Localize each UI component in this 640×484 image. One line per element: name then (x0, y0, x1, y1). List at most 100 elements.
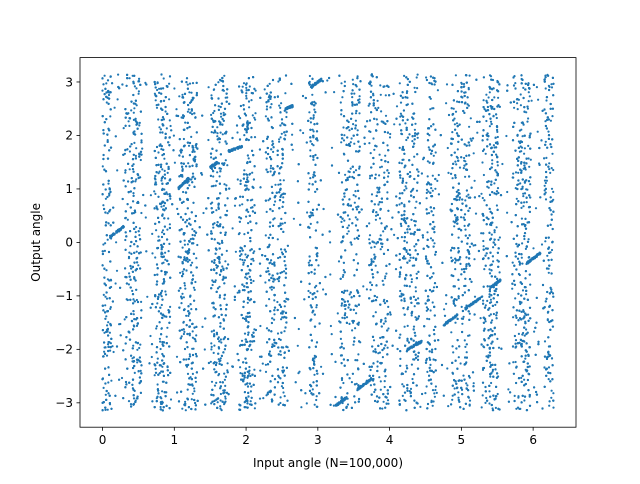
data-point (279, 353, 282, 356)
data-point (460, 82, 463, 85)
data-point (162, 77, 165, 80)
data-point (218, 372, 221, 376)
data-point (181, 246, 184, 249)
data-point (493, 96, 496, 99)
data-point (429, 97, 432, 100)
data-point (453, 123, 456, 126)
data-point (180, 335, 183, 338)
data-point (472, 382, 475, 385)
data-point (514, 360, 517, 364)
data-point (165, 127, 168, 130)
data-point (223, 74, 226, 77)
data-point (237, 115, 240, 118)
data-point (389, 311, 392, 314)
data-point (211, 201, 214, 204)
data-point (213, 333, 216, 336)
data-point (297, 372, 300, 375)
data-point (270, 103, 273, 106)
data-point (479, 317, 482, 320)
data-point (358, 173, 361, 177)
data-point (140, 300, 143, 303)
data-point (522, 86, 525, 89)
data-point (488, 91, 491, 94)
data-point (550, 83, 553, 86)
data-point (218, 141, 221, 144)
data-point (241, 317, 245, 320)
data-point (481, 196, 484, 200)
data-point (403, 325, 406, 328)
data-point (245, 86, 248, 89)
data-point (433, 395, 436, 398)
data-point (387, 305, 390, 308)
data-point (368, 222, 371, 225)
data-point (132, 397, 136, 400)
data-point (374, 214, 378, 217)
data-point (201, 325, 204, 328)
data-point (214, 280, 217, 283)
data-point (113, 106, 116, 109)
data-point (452, 351, 455, 354)
data-point (520, 256, 523, 259)
data-point (523, 237, 526, 241)
data-point (161, 352, 164, 356)
data-point (387, 327, 390, 330)
data-point (279, 136, 282, 139)
data-point (182, 137, 185, 141)
data-point (135, 147, 138, 150)
data-point (216, 401, 219, 404)
data-point (276, 238, 279, 241)
data-point (161, 390, 164, 393)
data-point (285, 111, 288, 114)
data-point (273, 313, 276, 316)
data-point (370, 246, 373, 249)
data-point (179, 271, 182, 274)
data-point (482, 173, 485, 177)
data-point (402, 255, 406, 258)
data-point (482, 99, 485, 102)
data-point (128, 168, 131, 171)
data-point (545, 156, 548, 159)
data-point (352, 343, 355, 346)
data-point (355, 382, 358, 385)
data-point (183, 284, 186, 287)
data-point (106, 238, 109, 241)
data-point (181, 168, 184, 171)
data-point (414, 206, 417, 209)
data-point (140, 139, 143, 142)
data-point (549, 119, 553, 122)
data-point (277, 256, 280, 260)
data-point (352, 83, 355, 86)
data-point (281, 222, 284, 225)
data-point (109, 307, 112, 310)
data-point (225, 184, 228, 187)
data-point (524, 357, 527, 360)
data-point (223, 378, 226, 381)
data-point (488, 402, 491, 405)
data-point (269, 167, 272, 170)
data-point (220, 341, 223, 344)
data-point (375, 242, 378, 245)
data-point (426, 175, 429, 178)
data-point (373, 390, 376, 394)
data-point (485, 396, 488, 400)
data-point (405, 364, 408, 367)
data-point (437, 173, 440, 177)
data-point (398, 123, 401, 126)
data-point (379, 248, 382, 251)
data-point (109, 349, 112, 352)
data-point (242, 263, 245, 266)
data-point (356, 129, 359, 132)
data-point (181, 270, 184, 273)
data-point (513, 106, 516, 109)
data-point (358, 167, 361, 170)
data-point (156, 88, 159, 92)
data-point (282, 391, 285, 394)
data-point (451, 177, 454, 180)
data-point (128, 272, 131, 275)
data-point (264, 281, 267, 284)
data-point (464, 228, 467, 231)
data-point (158, 170, 161, 173)
data-point (417, 170, 420, 173)
data-point (291, 148, 294, 151)
